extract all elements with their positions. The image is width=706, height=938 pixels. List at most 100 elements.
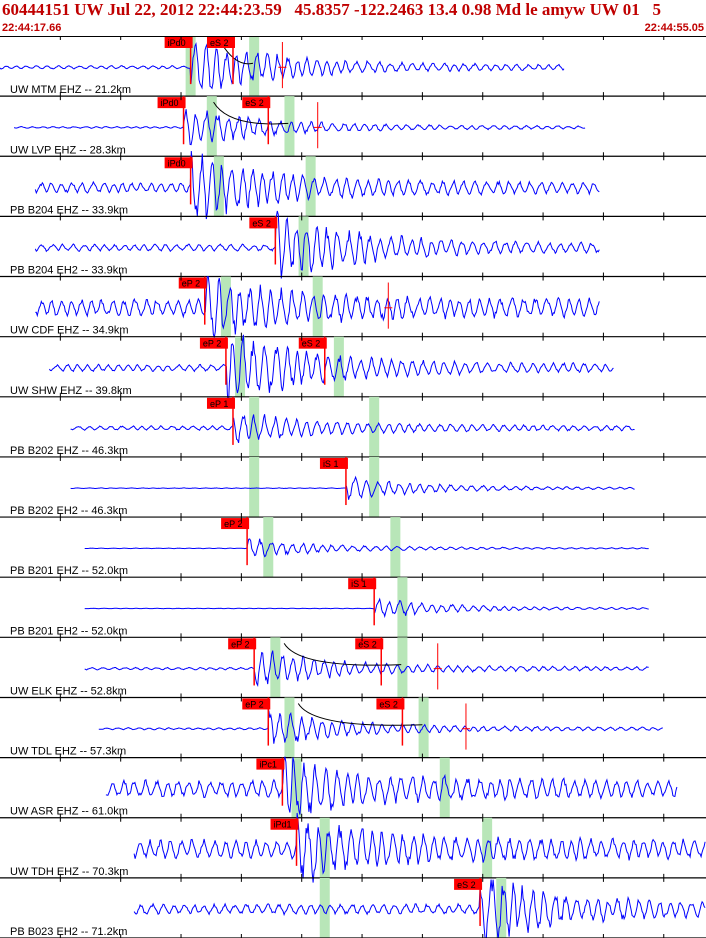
analysis-window — [249, 396, 260, 457]
pick-label: iS 1 — [323, 459, 339, 469]
trace-row: iPd0 PB B204 EHZ -- 33.9km — [0, 150, 706, 220]
pick-label-box[interactable] — [157, 97, 186, 109]
waveform — [105, 756, 678, 815]
time-axis-end-label: 22:44:55.05 — [644, 22, 704, 34]
trace-row: eP 2 eS 2 UW ELK EHZ -- 52.8km — [0, 637, 706, 699]
station-label: PB B201 EH2 -- 52.0km — [10, 625, 127, 637]
pick-label-box[interactable] — [348, 578, 377, 590]
pick-label: iPd0 — [161, 98, 179, 108]
pick-label-box[interactable] — [206, 397, 235, 409]
analysis-window — [369, 456, 380, 518]
waveform — [98, 710, 663, 744]
pick-label: iS 1 — [351, 579, 367, 589]
station-label: UW CDF EHZ -- 34.9km — [10, 325, 129, 337]
pick-label: eS 2 — [457, 880, 476, 890]
trace-row: iPd0 eS 2 UW MTM EHZ -- 21.2km — [0, 36, 706, 97]
pick-label-box[interactable] — [270, 818, 299, 830]
analysis-window — [333, 336, 344, 397]
pick-label-box[interactable] — [355, 638, 384, 650]
pick-label: iPd0 — [168, 38, 186, 48]
waveform — [133, 812, 706, 883]
station-label: PB B202 EHZ -- 46.3km — [10, 445, 128, 457]
pick-label: eP 2 — [231, 639, 249, 649]
moveout-curve — [283, 643, 402, 666]
waveform — [34, 150, 600, 220]
analysis-window — [206, 96, 217, 157]
pick-label: eS 2 — [302, 339, 321, 349]
moveout-curve — [213, 101, 289, 125]
pick-label-box[interactable] — [206, 37, 235, 48]
analysis-window — [397, 637, 408, 698]
seismogram-panel: iPd0 eS 2 UW MTM EHZ -- 21.2km iPd0 eS 2 UW L… — [0, 36, 706, 938]
pick-label-box[interactable] — [376, 698, 405, 710]
analysis-window — [284, 697, 295, 758]
pick-label: iPd0 — [168, 158, 186, 168]
waveform — [133, 879, 706, 938]
pick-label-box[interactable] — [256, 758, 285, 770]
station-label: UW TDH EHZ -- 70.3km — [10, 866, 128, 878]
analysis-window — [312, 276, 323, 337]
waveform — [34, 210, 600, 279]
pick-label-box[interactable] — [242, 698, 271, 710]
station-label: PB B201 EHZ -- 52.0km — [10, 565, 128, 577]
trace-row: iS 1 PB B201 EH2 -- 52.0km — [0, 577, 706, 638]
trace-row: iPd1 UW TDH EHZ -- 70.3km — [0, 812, 706, 883]
trace-row: eS 2 PB B023 EH2 -- 71.2km — [0, 877, 706, 938]
waveform — [84, 597, 649, 619]
waveform — [84, 538, 649, 558]
pick-label: eP 2 — [224, 519, 242, 529]
pick-label-box[interactable] — [178, 277, 207, 289]
analysis-window — [305, 156, 316, 217]
pick-label-box[interactable] — [298, 337, 327, 349]
pick-label-box[interactable] — [221, 518, 250, 530]
pick-label: eS 2 — [210, 38, 229, 48]
pick-label: eP 1 — [210, 399, 228, 409]
pick-label-box[interactable] — [228, 638, 257, 650]
pick-label-box[interactable] — [199, 337, 228, 349]
station-label: UW SHW EHZ -- 39.8km — [10, 385, 132, 397]
waveform — [13, 109, 586, 146]
waveform — [84, 650, 649, 688]
analysis-window — [249, 456, 260, 518]
moveout-curve — [297, 703, 423, 726]
event-header-title: 60444151 UW Jul 22, 2012 22:44:23.59 45.… — [2, 0, 662, 19]
waveform — [70, 475, 635, 500]
station-label: PB B023 EH2 -- 71.2km — [10, 926, 127, 938]
time-axis-start-label: 22:44:17.66 — [2, 22, 62, 34]
station-label: PB B202 EH2 -- 46.3km — [10, 505, 127, 517]
station-label: UW TDL EHZ -- 57.3km — [10, 746, 126, 758]
pick-label: iPc1 — [259, 760, 277, 770]
trace-row: iPd0 eS 2 UW LVP EHZ -- 28.3km — [0, 96, 706, 157]
pick-label-box[interactable] — [249, 217, 278, 229]
pick-label: eS 2 — [358, 639, 377, 649]
waveform — [70, 414, 635, 444]
pick-label-box[interactable] — [242, 97, 271, 109]
trace-row: iPc1 UW ASR EHZ -- 61.0km — [0, 756, 706, 819]
pick-label-box[interactable] — [164, 157, 193, 169]
analysis-window — [418, 697, 429, 758]
station-label: UW LVP EHZ -- 28.3km — [10, 144, 126, 156]
pick-label: eS 2 — [379, 699, 398, 709]
analysis-window — [213, 156, 224, 217]
waveform — [35, 276, 600, 338]
trace-row: eS 2 PB B204 EH2 -- 33.9km — [0, 210, 706, 279]
pick-label-box[interactable] — [164, 37, 193, 48]
station-label: UW MTM EHZ -- 21.2km — [10, 84, 131, 96]
pick-label-box[interactable] — [454, 878, 483, 890]
analysis-window — [220, 276, 231, 337]
analysis-window — [291, 757, 302, 818]
trace-row: eP 2 eS 2 UW TDL EHZ -- 57.3km — [0, 697, 706, 759]
trace-row: eP 2 PB B201 EHZ -- 52.0km — [0, 517, 706, 578]
pick-label: eP 2 — [203, 339, 221, 349]
pick-label-box[interactable] — [319, 457, 348, 469]
analysis-window — [482, 817, 493, 878]
analysis-window — [263, 517, 274, 578]
analysis-window — [319, 817, 330, 878]
analysis-window — [439, 757, 450, 818]
pick-label: iPd1 — [274, 820, 292, 830]
waveform — [48, 334, 614, 407]
trace-row: iS 1 PB B202 EH2 -- 46.3km — [0, 456, 706, 518]
trace-row: eP 2 eS 2 UW SHW EHZ -- 39.8km — [0, 334, 706, 407]
pick-label: eP 2 — [245, 699, 263, 709]
station-label: UW ASR EHZ -- 61.0km — [10, 806, 128, 818]
